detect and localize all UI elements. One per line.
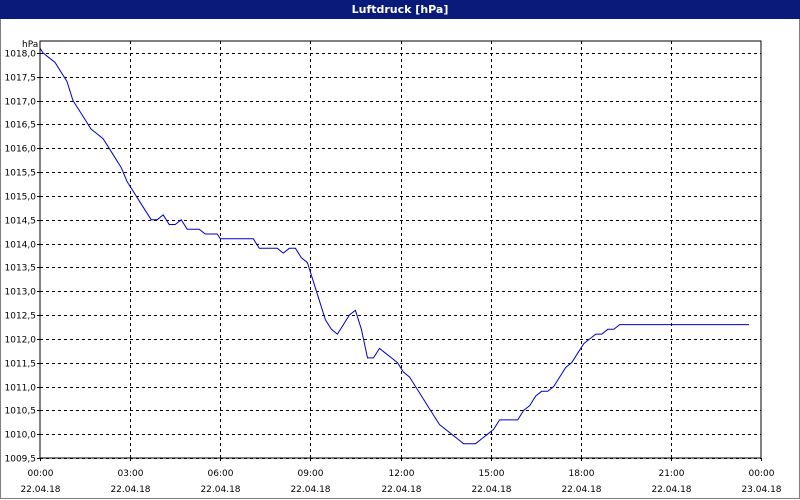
y-tick-label: 1017,5 — [5, 74, 37, 84]
x-tick-time-label: 06:00 — [208, 469, 234, 479]
x-tick-date-label: 23.04.18 — [741, 485, 781, 495]
x-tick-date-label: 22.04.18 — [290, 485, 330, 495]
y-tick-label: 1013,5 — [5, 264, 37, 274]
chart-title-bar: Luftdruck [hPa] — [0, 0, 800, 19]
x-tick-time-label: 09:00 — [298, 469, 324, 479]
x-tick-time-label: 18:00 — [569, 469, 595, 479]
x-tick-time-label: 21:00 — [659, 469, 685, 479]
y-tick-label: 1015,5 — [5, 169, 37, 179]
y-tick-label: 1017,0 — [5, 98, 37, 108]
y-tick-label: 1009,5 — [5, 455, 37, 465]
x-tick-time-label: 00:00 — [28, 469, 54, 479]
x-tick-date-label: 22.04.18 — [110, 485, 150, 495]
y-tick-label: 1015,0 — [5, 193, 37, 203]
y-tick-label: 1014,0 — [5, 241, 37, 251]
x-tick-date-label: 22.04.18 — [20, 485, 60, 495]
y-tick-label: 1012,0 — [5, 336, 37, 346]
x-tick-date-label: 22.04.18 — [381, 485, 421, 495]
series-group — [39, 47, 749, 445]
x-tick-time-label: 00:00 — [749, 469, 775, 479]
y-tick-label: 1018,0 — [5, 50, 37, 60]
y-tick-label: 1011,0 — [5, 384, 37, 394]
x-tick-time-label: 15:00 — [479, 469, 505, 479]
y-tick-label: 1016,0 — [5, 145, 37, 155]
x-tick-time-label: 03:00 — [118, 469, 144, 479]
y-axis-label: hPa — [22, 40, 38, 50]
y-tick-label: 1014,5 — [5, 217, 37, 227]
x-tick-date-label: 22.04.18 — [561, 485, 601, 495]
y-tick-label: 1010,5 — [5, 407, 37, 417]
plot-area-border — [39, 40, 762, 459]
y-axis: 1009,5 1010,0 1010,5 1011,0 1011,5 1012,0 1012… — [5, 50, 40, 465]
x-tick-date-label: 22.04.18 — [471, 485, 511, 495]
y-tick-label: 1010,0 — [5, 431, 37, 441]
x-tick-date-label: 22.04.18 — [651, 485, 691, 495]
series-line-luftdruck — [39, 47, 749, 445]
y-tick-label: 1016,5 — [5, 121, 37, 131]
grid-lines — [40, 41, 761, 459]
x-axis: 00:00 22.04.18 03:00 22.04.18 06:00 22.04.18 0… — [20, 458, 782, 495]
x-tick-time-label: 12:00 — [389, 469, 415, 479]
y-tick-label: 1012,5 — [5, 312, 37, 322]
x-tick-date-label: 22.04.18 — [200, 485, 240, 495]
y-tick-label: 1013,0 — [5, 288, 37, 298]
chart-title: Luftdruck [hPa] — [351, 3, 449, 16]
y-tick-label: 1011,5 — [5, 360, 37, 370]
